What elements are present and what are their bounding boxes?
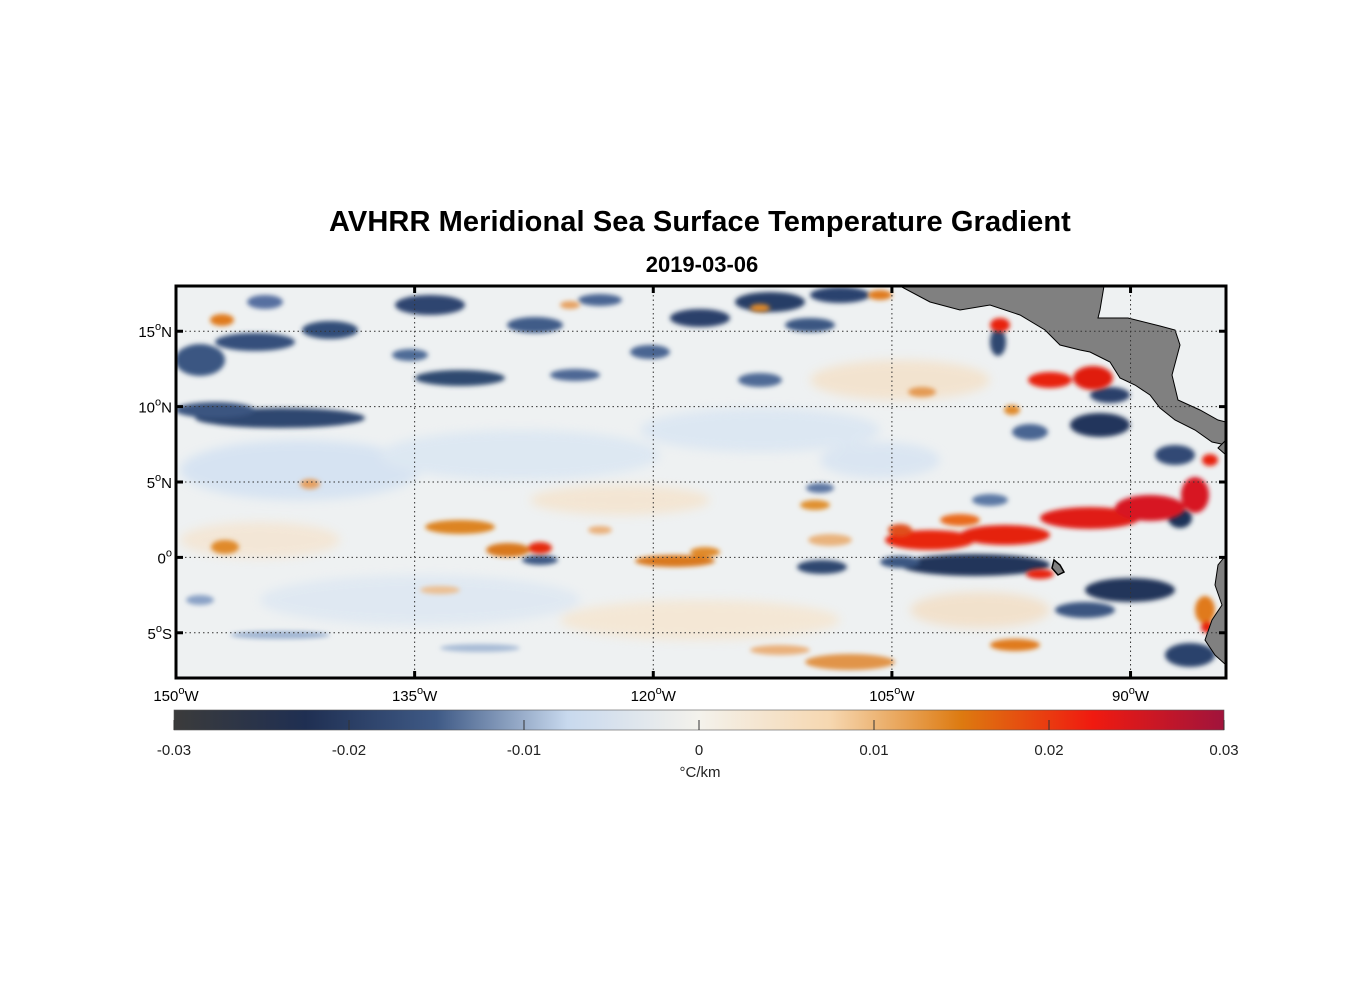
lon-tick-label: 150oW [153, 685, 199, 705]
colorbar-tick-label: 0.03 [1209, 742, 1238, 759]
colorbar-tick-label: -0.02 [332, 742, 366, 759]
lat-tick-label: 10oN [138, 397, 172, 417]
lat-tick-label: 5oS [148, 623, 172, 643]
lon-tick-label: 120oW [631, 685, 677, 705]
colorbar-tick-label: 0.02 [1034, 742, 1063, 759]
sst-gradient-field [176, 286, 1226, 678]
colorbar-tick-label: -0.03 [157, 742, 191, 759]
lat-tick-label: 15oN [138, 321, 172, 341]
lon-tick-label: 105oW [869, 685, 915, 705]
lat-tick-label: 0o [158, 547, 172, 567]
chart-title: AVHRR Meridional Sea Surface Temperature… [329, 206, 1071, 238]
map-axis-ticks: 15oN 10oN 5oN 0o 5oS 150oW 135oW 120oW 105oW 90oW [138, 286, 1226, 705]
colorbar-tick-label: 0.01 [859, 742, 888, 759]
colorbar-tick-label: 0 [695, 742, 703, 759]
colorbar-ticks: -0.03 -0.02 -0.01 0 0.01 0.02 0.03 [157, 720, 1239, 759]
colorbar-units-label: °C/km [679, 764, 721, 781]
lon-tick-label: 90oW [1112, 685, 1150, 705]
chart-subtitle: 2019-03-06 [645, 252, 759, 277]
land-masses [899, 286, 1226, 666]
colorbar-tick-label: -0.01 [507, 742, 541, 759]
lat-tick-label: 5oN [147, 472, 172, 492]
lon-tick-label: 135oW [392, 685, 438, 705]
